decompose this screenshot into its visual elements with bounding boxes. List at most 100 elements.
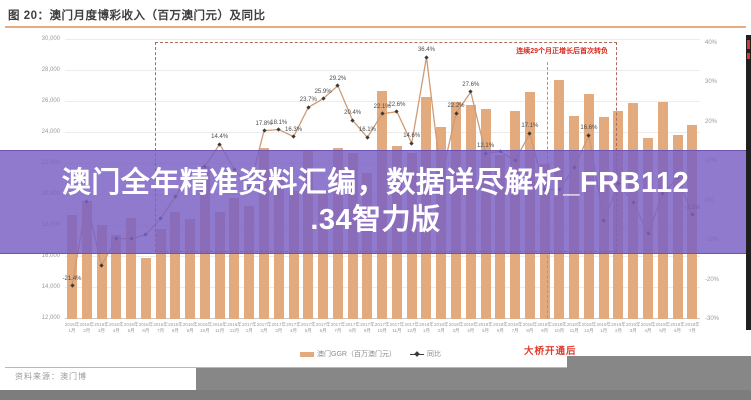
y-axis-left-tick: 30,000 bbox=[41, 35, 60, 42]
footer-divider bbox=[5, 367, 746, 368]
x-axis-tick: 2018年 7月 bbox=[507, 322, 523, 333]
yoy-point-label: 14.4% bbox=[211, 134, 229, 141]
yoy-point-label: 27.6% bbox=[462, 81, 480, 88]
x-axis-tick: 2017年 12月 bbox=[404, 322, 419, 333]
censor-block-right bbox=[567, 356, 751, 390]
y-axis-left-tick: 24,000 bbox=[41, 128, 60, 135]
chart-legend: 澳门GGR（百万澳门元） 同比 bbox=[300, 349, 441, 359]
data-source-text: 资料来源：澳门博 bbox=[15, 372, 87, 381]
x-axis-tick: 2016年 10月 bbox=[197, 322, 213, 333]
x-axis-tick: 2019年 6月 bbox=[670, 322, 685, 333]
banner-text-line2: .34智力版 bbox=[310, 204, 441, 236]
x-axis-tick: 2017年 3月 bbox=[271, 322, 287, 333]
ggr-bar bbox=[155, 228, 166, 319]
ggr-bar bbox=[214, 212, 225, 319]
x-axis-tick: 2019年 7月 bbox=[685, 322, 700, 333]
gridline bbox=[65, 70, 700, 71]
yoy-point-label: 22.6% bbox=[388, 101, 406, 108]
yoy-point-label: 22.1% bbox=[373, 103, 391, 110]
x-axis-tick: 2017年 1月 bbox=[241, 322, 257, 333]
yoy-point-label: 23.7% bbox=[299, 97, 317, 104]
y-axis-right-tick: 40% bbox=[705, 39, 718, 46]
x-axis-tick: 2016年 9月 bbox=[182, 322, 198, 333]
x-axis-tick: 2017年 2月 bbox=[256, 322, 272, 333]
x-axis-tick: 2018年 6月 bbox=[493, 322, 508, 333]
yoy-point-label: -21.4% bbox=[62, 275, 82, 282]
y-axis-left-tick: 26,000 bbox=[41, 97, 60, 104]
x-axis-tick: 2016年 5月 bbox=[123, 322, 139, 333]
ggr-bar bbox=[67, 214, 77, 319]
x-axis-tick: 2016年 6月 bbox=[138, 322, 154, 333]
edge-red-mark-icon bbox=[747, 53, 750, 59]
yoy-point-label: 17.8% bbox=[255, 120, 273, 127]
yoy-point-label: 29.2% bbox=[329, 75, 347, 82]
x-axis-tick: 2019年 4月 bbox=[640, 322, 656, 333]
x-axis-tick: 2017年 7月 bbox=[330, 322, 346, 333]
x-axis-tick: 2017年 11月 bbox=[389, 322, 405, 333]
yoy-point-label: 36.4% bbox=[417, 47, 435, 54]
censor-bar-bottom bbox=[0, 390, 751, 400]
x-axis-tick: 2018年 1月 bbox=[419, 322, 434, 333]
x-axis-tick: 2016年 1月 bbox=[64, 322, 80, 333]
x-axis-tick: 2018年 8月 bbox=[522, 322, 538, 333]
title-divider bbox=[5, 26, 746, 28]
x-axis-tick: 2018年 2月 bbox=[433, 322, 449, 333]
yoy-point-label: 25.9% bbox=[314, 88, 332, 95]
ggr-bar bbox=[111, 235, 122, 319]
x-axis-tick: 2018年 11月 bbox=[566, 322, 582, 333]
legend-yoy-label: 同比 bbox=[426, 351, 441, 358]
yoy-point-label: 16.1% bbox=[358, 127, 376, 134]
chart-title: 图 20：澳门月度博彩收入（百万澳门元）及同比 bbox=[8, 10, 266, 22]
ggr-bar bbox=[140, 257, 151, 319]
gridline bbox=[65, 39, 700, 40]
y-axis-left-tick: 16,000 bbox=[41, 252, 60, 259]
x-axis-tick: 2018年 12月 bbox=[581, 322, 597, 333]
ggr-bar bbox=[185, 218, 196, 319]
y-axis-right-tick: -30% bbox=[705, 316, 720, 322]
legend-item-ggr: 澳门GGR（百万澳门元） bbox=[300, 349, 396, 359]
x-axis-tick: 2016年 7月 bbox=[153, 322, 168, 333]
y-axis-left-tick: 14,000 bbox=[41, 283, 60, 290]
ggr-bar bbox=[229, 197, 240, 319]
line-swatch-icon bbox=[409, 353, 424, 355]
x-axis-tick: 2017年 8月 bbox=[345, 322, 360, 333]
y-axis-right-tick: 30% bbox=[705, 79, 718, 85]
x-axis-tick: 2017年 6月 bbox=[315, 322, 331, 333]
yoy-point-label: 20.4% bbox=[344, 110, 362, 117]
x-axis-tick: 2016年 4月 bbox=[109, 322, 124, 333]
x-axis-tick: 2016年 12月 bbox=[227, 322, 242, 333]
bar-swatch-icon bbox=[300, 351, 314, 357]
yoy-point-label: 16.3% bbox=[285, 126, 303, 133]
y-axis-left-tick: 12,000 bbox=[41, 314, 60, 321]
y-axis-right-tick: -20% bbox=[705, 276, 720, 283]
yoy-point-label: 22.2% bbox=[447, 103, 465, 110]
x-axis-tick: 2018年 5月 bbox=[478, 322, 493, 333]
y-axis-left-tick: 28,000 bbox=[41, 66, 60, 73]
legend-item-yoy: 同比 bbox=[409, 349, 441, 359]
x-axis-tick: 2017年 10月 bbox=[374, 322, 390, 333]
ggr-bar bbox=[170, 212, 181, 319]
x-axis-tick: 2019年 2月 bbox=[611, 322, 626, 333]
ggr-bar bbox=[96, 225, 107, 319]
ggr-bar bbox=[318, 194, 329, 319]
x-axis-tick: 2019年 5月 bbox=[655, 322, 671, 333]
ggr-bar bbox=[244, 205, 255, 319]
x-axis-tick: 2018年 9月 bbox=[537, 322, 552, 333]
x-axis-tick: 2018年 10月 bbox=[552, 322, 567, 333]
y-axis-right-tick: 20% bbox=[705, 118, 718, 125]
yoy-point-label: 18.1% bbox=[270, 119, 288, 126]
growth-annotation-label: 连续29个月正增长后首次转负 bbox=[516, 48, 608, 55]
x-axis-tick: 2018年 4月 bbox=[463, 322, 479, 333]
x-axis-tick: 2019年 3月 bbox=[625, 322, 641, 333]
x-axis-tick: 2016年 11月 bbox=[212, 322, 227, 333]
banner-text-line1: 澳门全年精准资料汇编，数据详尽解析_FRB112 bbox=[61, 167, 690, 199]
x-axis-tick: 2016年 2月 bbox=[79, 322, 95, 333]
bridge-opening-label: 大桥开通后 bbox=[524, 346, 577, 357]
right-edge-strip bbox=[746, 35, 751, 330]
legend-ggr-label: 澳门GGR（百万澳门元） bbox=[317, 351, 396, 358]
x-axis-tick: 2016年 8月 bbox=[168, 322, 183, 333]
x-axis-tick: 2017年 4月 bbox=[286, 322, 301, 333]
yoy-point-label: 14.6% bbox=[403, 133, 421, 140]
x-axis-tick: 2017年 9月 bbox=[360, 322, 375, 333]
